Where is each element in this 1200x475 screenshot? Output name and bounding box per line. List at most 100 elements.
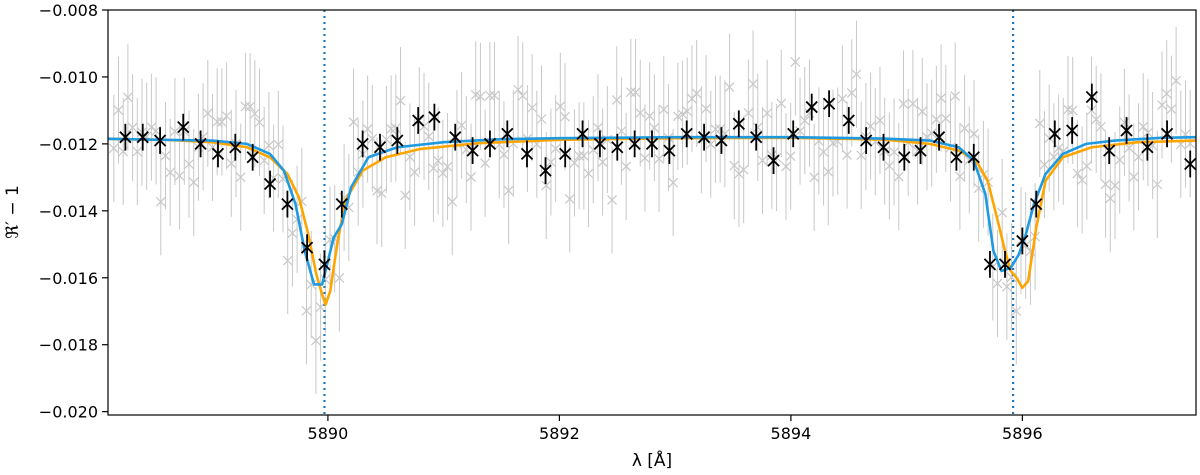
raw-point <box>889 98 900 206</box>
raw-point <box>503 137 514 245</box>
x-tick-label: 5896 <box>1002 424 1043 443</box>
raw-point-marker <box>757 155 768 166</box>
binned-point <box>822 90 836 118</box>
binned-point-marker <box>483 137 497 151</box>
raw-point <box>1058 97 1069 205</box>
binned-point <box>318 250 331 278</box>
binned-point <box>119 123 132 151</box>
binned-point-marker <box>153 134 167 147</box>
raw-point <box>640 104 650 212</box>
raw-point-marker <box>226 158 237 169</box>
y-tick-label: −0.016 <box>39 269 98 288</box>
raw-point <box>1180 80 1191 188</box>
raw-point <box>658 55 669 163</box>
raw-point <box>499 101 509 209</box>
binned-point-marker <box>859 134 873 147</box>
raw-point-marker <box>127 122 138 133</box>
raw-point <box>691 39 702 148</box>
raw-point-marker <box>1067 105 1078 116</box>
binned-point-marker <box>877 141 890 154</box>
raw-point <box>456 71 467 179</box>
raw-point-marker <box>625 87 636 98</box>
raw-point <box>409 118 420 226</box>
raw-point <box>776 49 787 158</box>
raw-point <box>649 74 660 182</box>
binned-point-marker <box>194 137 207 151</box>
raw-point <box>630 38 641 146</box>
raw-point-marker <box>254 117 265 128</box>
binned-point <box>263 170 277 198</box>
raw-point <box>273 90 284 199</box>
raw-point <box>851 20 862 128</box>
binned-point-marker <box>767 154 780 167</box>
raw-point-marker <box>503 185 514 196</box>
raw-point <box>1001 233 1012 341</box>
raw-point-marker <box>785 151 796 162</box>
raw-point <box>1175 90 1186 198</box>
binned-point-marker <box>1141 141 1154 154</box>
binned-point <box>998 250 1012 278</box>
raw-point <box>1114 106 1125 214</box>
raw-point-marker <box>569 157 580 168</box>
binned-point <box>153 127 167 154</box>
binned-point <box>732 110 745 138</box>
raw-point <box>682 57 693 165</box>
raw-point-marker <box>959 123 970 134</box>
raw-point-marker <box>936 93 947 103</box>
reference-lines <box>323 10 1015 415</box>
x-tick-label: 5894 <box>771 424 812 443</box>
raw-point-marker <box>263 140 274 151</box>
raw-point-marker <box>574 150 585 161</box>
binned-point <box>805 93 818 121</box>
raw-point-marker <box>484 90 495 101</box>
x-axis: 5890 5892 5894 5896 <box>308 415 1043 443</box>
binned-point <box>449 123 462 151</box>
raw-point-marker <box>907 98 918 109</box>
raw-point <box>607 146 617 254</box>
model-lines <box>108 135 1196 306</box>
raw-point-marker <box>1110 180 1120 191</box>
binned-point-marker <box>1160 127 1174 140</box>
raw-point-marker <box>122 92 133 103</box>
raw-point-marker <box>287 228 298 239</box>
x-tick-label: 5892 <box>539 424 580 443</box>
x-axis-label: λ [Å] <box>632 449 672 471</box>
binned-point <box>1048 120 1061 148</box>
raw-point-marker <box>593 122 603 133</box>
binned-point-marker <box>576 127 589 140</box>
raw-point <box>1053 94 1064 202</box>
raw-point-marker <box>818 147 829 157</box>
raw-point <box>954 122 965 230</box>
raw-point-marker <box>682 106 693 117</box>
raw-point-marker <box>621 161 632 172</box>
raw-point <box>437 119 448 227</box>
raw-point <box>188 128 199 236</box>
raw-point-marker <box>1039 159 1050 170</box>
raw-point-marker <box>409 167 420 178</box>
raw-point <box>1166 55 1177 163</box>
raw-point-marker <box>310 335 321 346</box>
raw-point <box>837 45 848 153</box>
raw-point <box>404 103 415 211</box>
raw-point-marker <box>1166 104 1177 115</box>
raw-point-marker <box>1011 306 1022 316</box>
binned-point <box>914 137 927 164</box>
raw-point-marker <box>851 69 862 80</box>
raw-point-marker <box>550 143 561 154</box>
binned-point-marker <box>715 134 728 147</box>
raw-point-marker <box>654 153 664 164</box>
binned-point <box>177 113 190 141</box>
y-axis: −0.020 −0.018 −0.016 −0.014 −0.012 −0.010 −0.0… <box>39 1 108 422</box>
raw-point-marker <box>607 194 617 205</box>
raw-point-marker <box>499 149 509 160</box>
raw-point <box>489 41 500 149</box>
raw-point <box>823 118 834 226</box>
raw-point-marker <box>889 147 900 157</box>
binned-point-marker <box>1085 90 1098 104</box>
raw-point-marker <box>823 166 834 177</box>
raw-point-marker <box>390 123 401 134</box>
raw-point <box>781 113 791 221</box>
raw-point-marker <box>240 101 251 112</box>
binned-point-marker <box>1030 197 1043 211</box>
raw-point-marker <box>475 91 486 102</box>
